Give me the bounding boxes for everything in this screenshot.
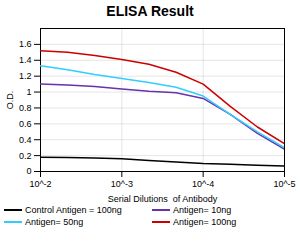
svg-text:1.2: 1.2 — [19, 71, 32, 81]
svg-text:0.2: 0.2 — [19, 150, 32, 160]
svg-text:10^-5: 10^-5 — [273, 179, 295, 189]
svg-text:1.4: 1.4 — [19, 55, 32, 65]
svg-text:10^-3: 10^-3 — [111, 179, 133, 189]
html-text:ELISA Result: ELISA Result — [106, 3, 194, 19]
html-text:Antigen= 50ng: Antigen= 50ng — [25, 217, 84, 227]
svg-text:0.6: 0.6 — [19, 119, 32, 129]
svg-text:0.4: 0.4 — [19, 135, 32, 145]
svg-text:0.8: 0.8 — [19, 103, 32, 113]
svg-text:1.6: 1.6 — [19, 39, 32, 49]
svg-text:1: 1 — [26, 87, 31, 97]
svg-text:O.D.: O.D. — [5, 91, 15, 110]
svg-text:10^-4: 10^-4 — [192, 179, 214, 189]
html-text:Antigen= 100ng: Antigen= 100ng — [173, 217, 237, 227]
html-text:Control Antigen = 100ng: Control Antigen = 100ng — [25, 205, 122, 215]
svg-text:10^-2: 10^-2 — [29, 179, 51, 189]
html-text:Antigen= 10ng: Antigen= 10ng — [173, 205, 232, 215]
svg-text:Serial Dilutions of Antibody: Serial Dilutions of Antibody — [108, 194, 218, 204]
svg-text:0: 0 — [26, 166, 31, 176]
